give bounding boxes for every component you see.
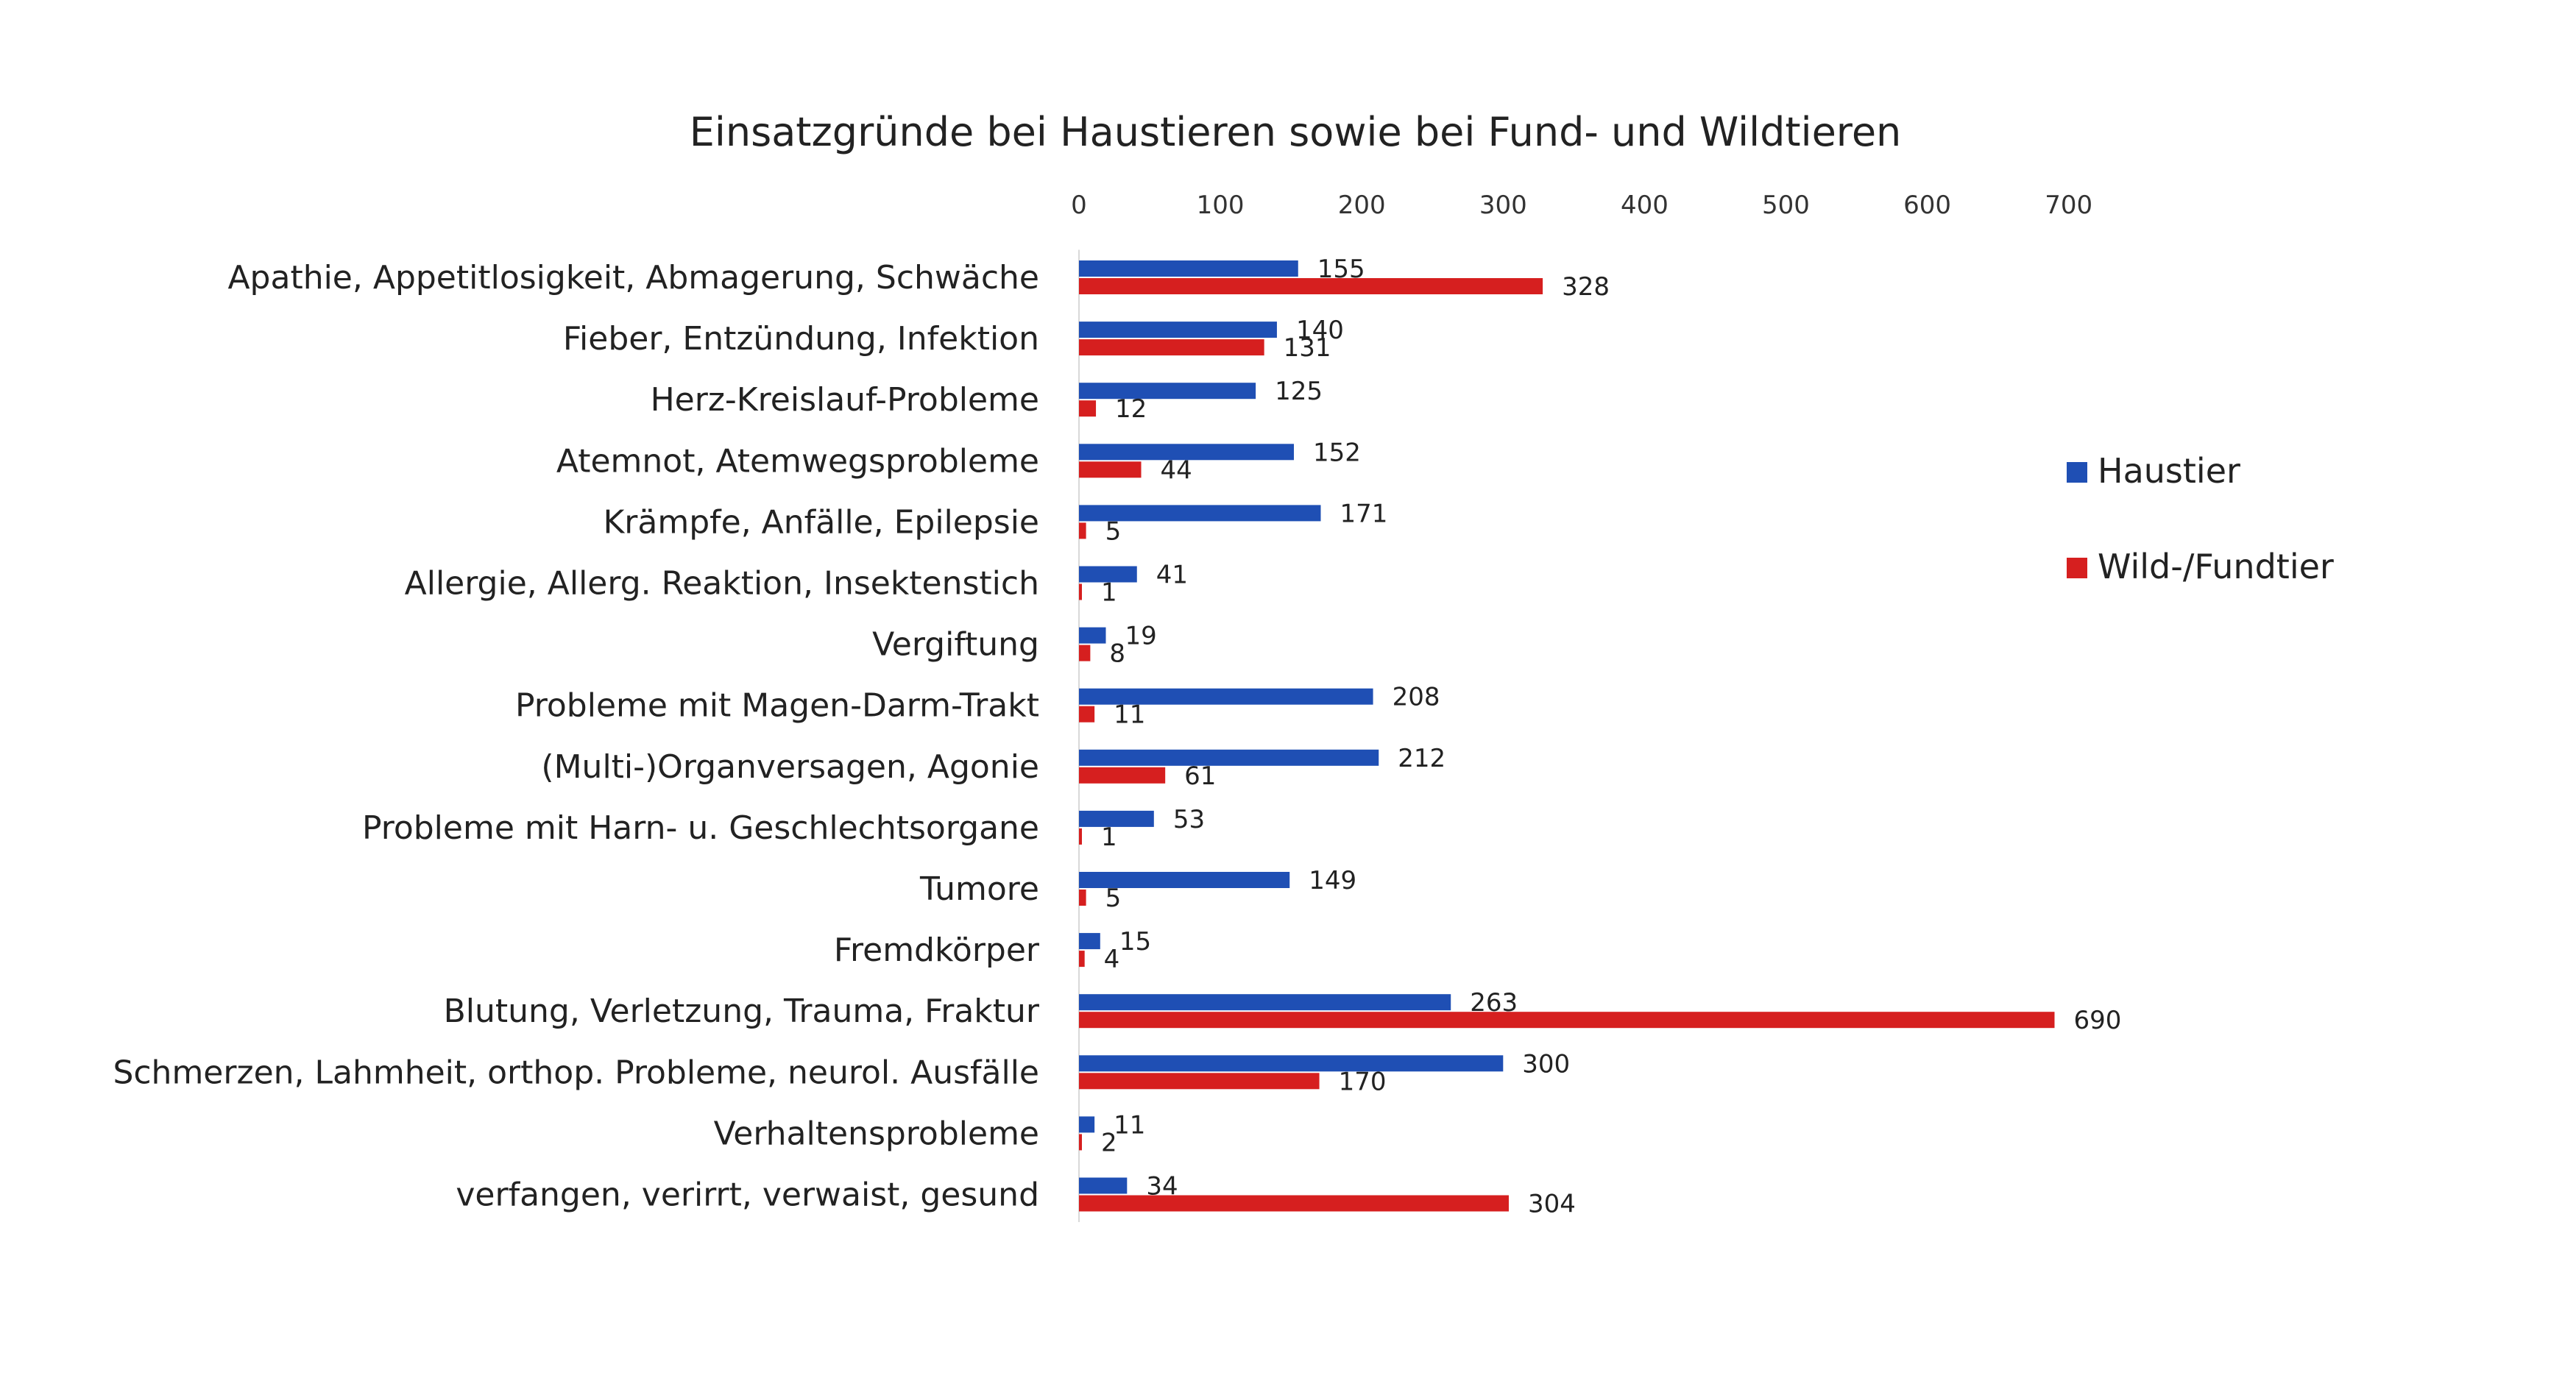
bars: 1553281401311251215244171541119820811212…: [1079, 255, 2121, 1219]
bar-haustier: [1079, 810, 1154, 827]
data-label-wild-fundtier: 4: [1104, 945, 1120, 974]
x-tick-label-600: 600: [1903, 191, 1951, 220]
bar-wild-fundtier: [1079, 278, 1543, 294]
bar-haustier: [1079, 872, 1290, 888]
data-label-wild-fundtier: 5: [1105, 517, 1122, 546]
data-label-haustier: 300: [1522, 1049, 1570, 1079]
category-label: Herz-Kreislauf-Probleme: [651, 381, 1039, 419]
data-label-wild-fundtier: 170: [1339, 1067, 1387, 1096]
data-label-haustier: 15: [1119, 927, 1151, 956]
legend-swatch-haustier: [2067, 462, 2087, 483]
bar-haustier: [1079, 749, 1379, 766]
bar-haustier: [1079, 260, 1298, 277]
bar-haustier: [1079, 566, 1137, 583]
bar-wild-fundtier: [1079, 951, 1085, 968]
data-label-wild-fundtier: 328: [1562, 272, 1610, 302]
bar-haustier: [1079, 1177, 1128, 1194]
x-tick-label-200: 200: [1338, 191, 1386, 220]
bar-wild-fundtier: [1079, 522, 1086, 539]
data-label-haustier: 149: [1309, 866, 1356, 895]
data-label-haustier: 212: [1398, 744, 1446, 773]
category-label: Vergiftung: [872, 626, 1039, 664]
bar-wild-fundtier: [1079, 767, 1166, 784]
category-label: Apathie, Appetitlosigkeit, Abmagerung, S…: [227, 259, 1039, 297]
data-label-haustier: 208: [1393, 683, 1440, 712]
bar-wild-fundtier: [1079, 1012, 2055, 1029]
category-label: Blutung, Verletzung, Trauma, Fraktur: [444, 993, 1040, 1030]
data-label-haustier: 125: [1275, 377, 1323, 406]
x-tick-label-700: 700: [2045, 191, 2092, 220]
category-label: Probleme mit Harn- u. Geschlechtsorgane: [362, 809, 1039, 847]
category-label: Fremdkörper: [834, 931, 1040, 969]
bar-haustier: [1079, 1055, 1504, 1072]
bar-haustier: [1079, 383, 1256, 400]
category-label: verfangen, verirrt, verwaist, gesund: [456, 1176, 1039, 1214]
data-label-haustier: 140: [1296, 316, 1344, 345]
data-label-wild-fundtier: 131: [1284, 333, 1331, 363]
category-label: Verhaltensprobleme: [714, 1115, 1039, 1152]
chart-title: Einsatzgründe bei Haustieren sowie bei F…: [690, 109, 1902, 155]
category-label: Atemnot, Atemwegsprobleme: [556, 442, 1039, 480]
bar-haustier: [1079, 322, 1277, 338]
data-label-wild-fundtier: 304: [1528, 1190, 1576, 1219]
x-axis-ticks: 0 100 200 300 400 500 600 700: [1071, 191, 2092, 220]
category-label: Probleme mit Magen-Darm-Trakt: [515, 687, 1039, 725]
category-label: Krämpfe, Anfälle, Epilepsie: [603, 503, 1039, 541]
category-label: Fieber, Entzündung, Infektion: [563, 320, 1039, 358]
bar-wild-fundtier: [1079, 1073, 1320, 1090]
legend-label-wild-fundtier: Wild-/Fundtier: [2098, 547, 2334, 586]
bar-haustier: [1079, 688, 1373, 705]
bar-wild-fundtier: [1079, 339, 1264, 356]
legend-swatch-wild-fundtier: [2067, 558, 2087, 578]
data-label-wild-fundtier: 12: [1115, 394, 1147, 424]
category-label: Tumore: [919, 870, 1039, 908]
legend: Haustier Wild-/Fundtier: [2067, 451, 2334, 586]
data-label-wild-fundtier: 44: [1161, 455, 1192, 485]
data-label-wild-fundtier: 8: [1109, 639, 1125, 669]
data-label-haustier: 11: [1114, 1110, 1145, 1140]
bar-haustier: [1079, 627, 1106, 644]
legend-label-haustier: Haustier: [2098, 451, 2240, 491]
bar-haustier: [1079, 1116, 1095, 1133]
bar-wild-fundtier: [1079, 706, 1095, 723]
data-label-wild-fundtier: 1: [1101, 823, 1117, 852]
category-label: Allergie, Allerg. Reaktion, Insektenstic…: [405, 565, 1039, 603]
bar-wild-fundtier: [1079, 583, 1082, 600]
bar-wild-fundtier: [1079, 645, 1091, 661]
category-label: (Multi-)Organversagen, Agonie: [541, 748, 1039, 786]
data-label-haustier: 41: [1156, 561, 1188, 590]
bar-wild-fundtier: [1079, 400, 1097, 417]
bar-haustier: [1079, 994, 1451, 1011]
data-label-haustier: 171: [1340, 499, 1387, 528]
data-label-wild-fundtier: 61: [1184, 762, 1216, 791]
data-label-wild-fundtier: 1: [1101, 578, 1117, 608]
bar-wild-fundtier: [1079, 461, 1142, 478]
data-label-haustier: 152: [1313, 438, 1361, 467]
bar-haustier: [1079, 933, 1100, 950]
data-label-wild-fundtier: 11: [1114, 700, 1145, 730]
data-label-wild-fundtier: 690: [2073, 1006, 2121, 1035]
x-tick-label-0: 0: [1071, 191, 1087, 220]
data-label-haustier: 19: [1125, 622, 1156, 651]
bar-wild-fundtier: [1079, 890, 1086, 906]
x-tick-label-100: 100: [1197, 191, 1245, 220]
category-label: Schmerzen, Lahmheit, orthop. Probleme, n…: [113, 1054, 1039, 1091]
data-label-haustier: 53: [1173, 805, 1205, 834]
x-tick-label-500: 500: [1762, 191, 1810, 220]
x-tick-label-300: 300: [1479, 191, 1527, 220]
category-labels: Apathie, Appetitlosigkeit, Abmagerung, S…: [113, 259, 1039, 1214]
x-tick-label-400: 400: [1621, 191, 1669, 220]
bar-wild-fundtier: [1079, 828, 1082, 845]
bar-haustier: [1079, 444, 1294, 461]
data-label-wild-fundtier: 5: [1105, 884, 1122, 913]
data-label-wild-fundtier: 2: [1101, 1128, 1117, 1157]
bar-wild-fundtier: [1079, 1134, 1082, 1151]
bar-haustier: [1079, 505, 1321, 522]
bar-wild-fundtier: [1079, 1195, 1509, 1212]
